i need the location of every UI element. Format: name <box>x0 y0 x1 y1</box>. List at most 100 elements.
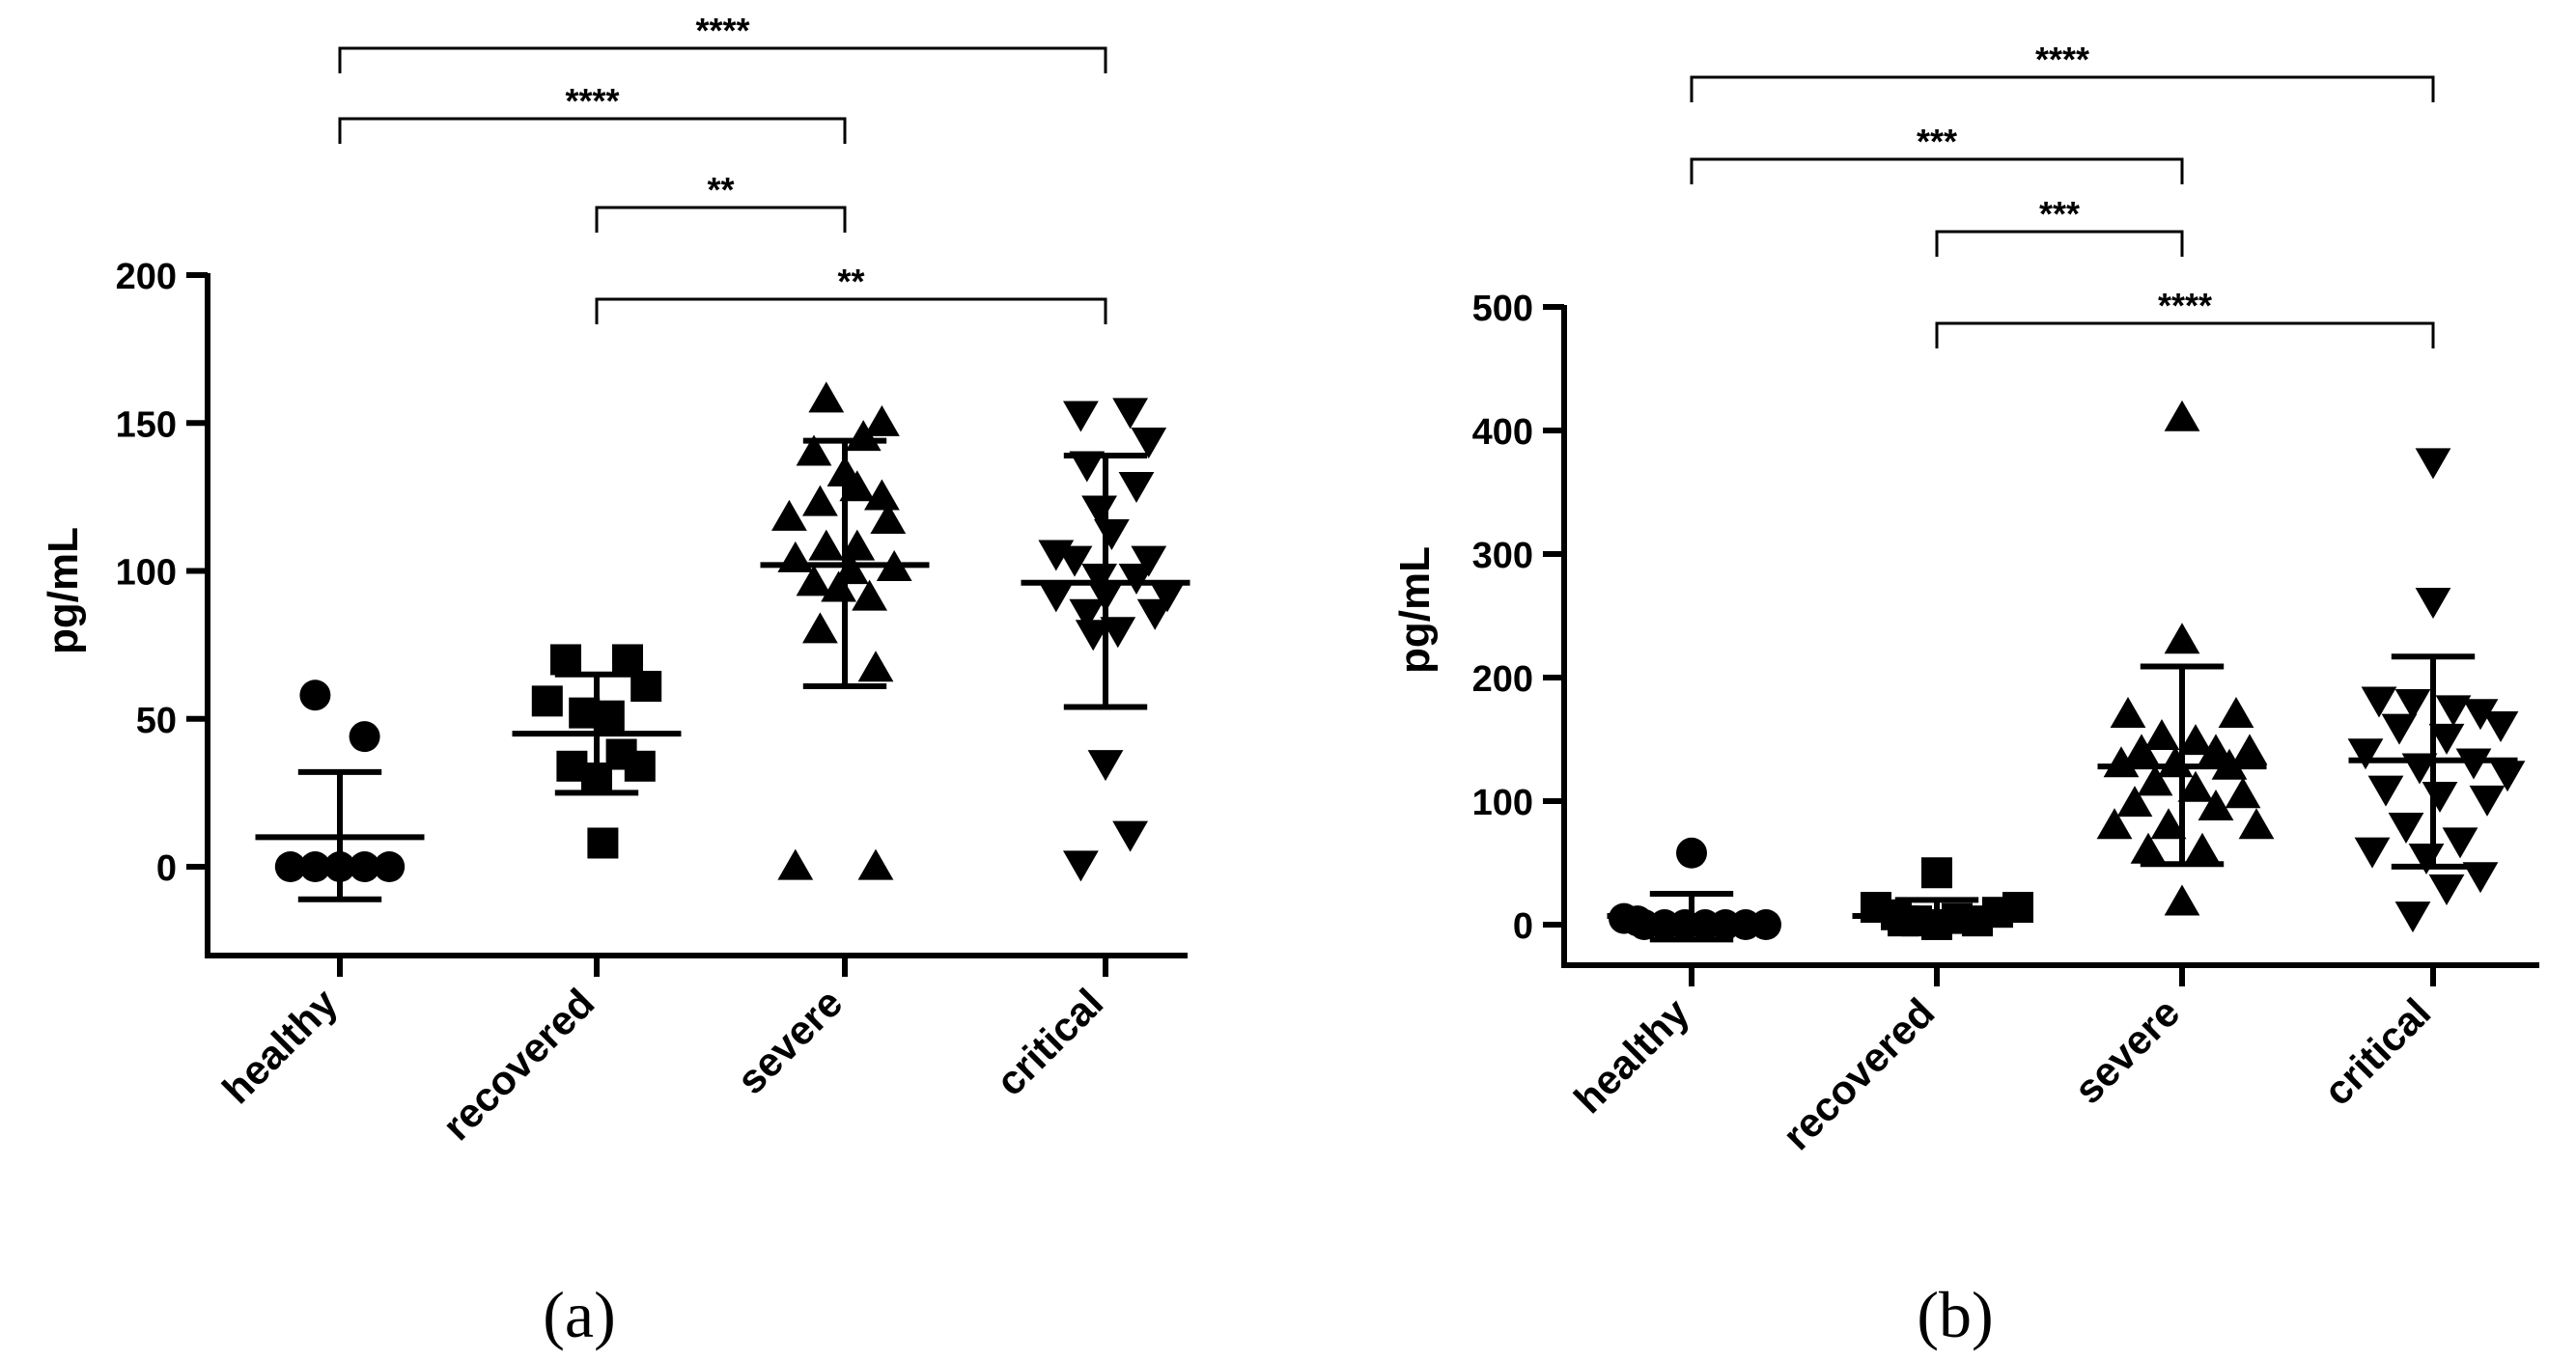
data-point <box>2408 844 2445 874</box>
data-point <box>1100 617 1136 649</box>
data-point <box>2462 699 2499 731</box>
y-tick-label: 200 <box>116 257 177 297</box>
data-point <box>2225 777 2261 809</box>
data-point <box>1069 451 1106 483</box>
data-point <box>374 851 406 882</box>
data-point <box>2177 770 2214 802</box>
data-point <box>802 612 838 644</box>
data-point <box>2442 827 2478 859</box>
group-critical <box>1021 398 1190 882</box>
data-point <box>2130 832 2167 864</box>
data-point <box>2394 901 2431 933</box>
significance-label: **** <box>695 11 749 50</box>
data-point <box>1087 750 1124 782</box>
significance-bracket: *** <box>1935 194 2184 257</box>
y-tick-label: 0 <box>156 848 177 889</box>
data-point <box>2116 786 2153 818</box>
data-point <box>2177 724 2214 756</box>
bracket-line <box>595 206 847 233</box>
data-point <box>2164 400 2200 431</box>
panel-a-caption: (a) <box>543 1278 615 1351</box>
group-severe <box>760 381 930 880</box>
data-point <box>2218 697 2254 728</box>
data-point <box>1149 581 1186 613</box>
data-point <box>1094 519 1130 551</box>
y-axis-title: pg/mL <box>40 527 87 654</box>
data-point <box>839 470 876 502</box>
x-tick-label: severe <box>2065 989 2188 1112</box>
significance-label: **** <box>2035 40 2089 79</box>
data-point <box>1118 564 1155 596</box>
data-point <box>796 434 832 466</box>
y-tick-label: 150 <box>116 404 177 445</box>
significance-bracket: ** <box>595 170 847 233</box>
x-tick-label: healthy <box>1565 989 1698 1123</box>
significance-bracket: **** <box>1935 286 2435 348</box>
data-point <box>2143 719 2180 751</box>
data-point <box>2164 884 2200 916</box>
data-point <box>1075 620 1111 652</box>
data-point <box>796 565 832 596</box>
data-point <box>349 721 380 753</box>
data-point <box>2415 588 2451 620</box>
y-tick-label: 100 <box>1472 783 1533 823</box>
data-point <box>857 651 894 682</box>
bracket-line <box>1690 157 2184 184</box>
data-point <box>2238 808 2275 840</box>
data-point <box>1131 545 1167 577</box>
data-point <box>274 851 306 882</box>
data-point <box>839 529 876 561</box>
y-tick-label: 0 <box>1513 906 1533 947</box>
significance-label: *** <box>2039 194 2080 234</box>
significance-label: ** <box>837 262 864 301</box>
data-point <box>2388 813 2424 844</box>
bracket-line <box>338 117 847 144</box>
bracket-line <box>1935 230 2184 257</box>
bracket-line <box>1935 321 2435 348</box>
data-point <box>777 848 814 880</box>
data-point <box>1622 905 1653 937</box>
panel-a-chart: 0 50 100 150 200 pg/mL healthy recovered severe c… <box>40 11 1190 1149</box>
x-tick-label: critical <box>2314 989 2439 1114</box>
x-tick-label: recovered <box>1774 989 1943 1158</box>
data-point <box>2096 808 2133 840</box>
data-point <box>2103 746 2140 778</box>
bracket-line <box>1690 75 2435 102</box>
data-point <box>299 680 331 711</box>
significance-label: **** <box>2158 286 2212 325</box>
data-point <box>531 685 563 717</box>
data-point <box>1131 428 1167 459</box>
group-critical <box>2347 448 2526 933</box>
data-point <box>2137 764 2173 796</box>
data-point <box>2164 623 2200 654</box>
data-point <box>612 644 643 676</box>
x-tick-label: critical <box>987 980 1111 1104</box>
group-recovered <box>1852 857 2033 940</box>
data-point <box>2381 713 2418 745</box>
data-point <box>808 381 845 413</box>
data-point <box>2455 748 2492 780</box>
panel-b-chart: 0 100 200 300 400 500 pg/mL healthy recovered sev… <box>1391 40 2539 1158</box>
significance-bracket: ** <box>595 262 1107 324</box>
data-point <box>2428 874 2465 905</box>
data-point <box>2123 734 2160 765</box>
data-point <box>2367 775 2404 807</box>
data-point <box>1069 598 1106 630</box>
group-healthy <box>255 680 425 902</box>
data-point <box>1056 545 1093 577</box>
data-point <box>857 848 894 880</box>
bracket-line <box>338 46 1107 73</box>
data-point <box>808 529 845 561</box>
data-point <box>349 851 380 882</box>
data-point <box>771 499 807 531</box>
significance-bracket: **** <box>1690 40 2435 102</box>
significance-label: ** <box>707 170 734 209</box>
data-point <box>1063 850 1099 882</box>
y-tick-label: 100 <box>116 553 177 594</box>
data-point <box>2428 723 2465 755</box>
data-point <box>2354 837 2391 869</box>
data-point <box>2184 832 2221 864</box>
significance-bracket: *** <box>1690 122 2184 184</box>
significance-label: **** <box>565 81 619 121</box>
